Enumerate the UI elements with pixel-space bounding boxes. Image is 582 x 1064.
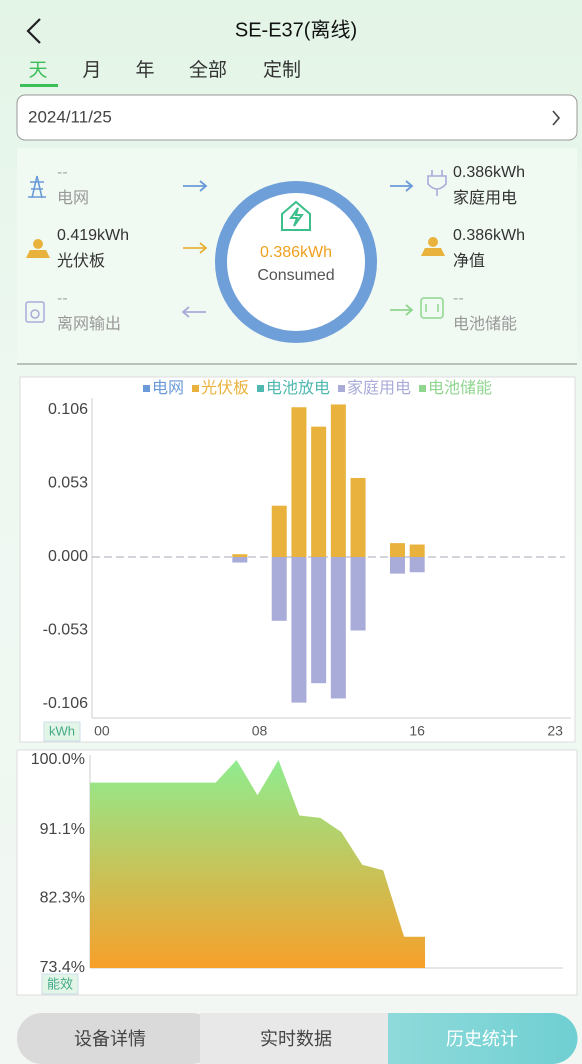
bar xyxy=(271,505,287,557)
net-icon xyxy=(421,237,445,256)
offgrid-icon xyxy=(25,301,45,323)
tab[interactable]: 天 xyxy=(28,60,47,81)
flow-label: 净值 xyxy=(453,252,485,270)
legend-swatch xyxy=(143,385,150,392)
bottom-tab[interactable]: 实时数据 xyxy=(260,1029,332,1049)
y-tick-label: 0.053 xyxy=(48,475,88,492)
area xyxy=(90,760,426,968)
tab-bg xyxy=(200,1013,400,1064)
bottom-tab[interactable]: 设备详情 xyxy=(74,1029,146,1049)
arrow xyxy=(390,180,414,192)
x-tick-label: 16 xyxy=(409,723,425,739)
bar xyxy=(389,557,405,574)
bar xyxy=(389,543,405,557)
y-unit: 能效 xyxy=(47,976,73,991)
flow-value: 0.386kWh xyxy=(453,164,525,181)
bar xyxy=(311,557,327,684)
arrow xyxy=(390,304,414,316)
bar xyxy=(232,554,248,557)
chevron xyxy=(552,110,561,126)
house-icon xyxy=(281,200,311,231)
flow-label: 家庭用电 xyxy=(453,189,517,207)
solar-icon xyxy=(26,239,50,258)
flow-value: -- xyxy=(453,290,464,307)
y-tick-label: 0.000 xyxy=(48,548,88,565)
date-picker[interactable] xyxy=(16,94,578,141)
y-tick-label: -0.106 xyxy=(43,695,88,712)
tab[interactable]: 月 xyxy=(82,60,101,81)
flow-value: -- xyxy=(57,164,68,181)
x-tick-label: 08 xyxy=(252,723,268,739)
legend-label: 光伏板 xyxy=(201,379,249,397)
bar xyxy=(350,477,366,557)
bottom-tab[interactable]: 历史统计 xyxy=(446,1029,518,1049)
tab[interactable]: 年 xyxy=(135,59,154,81)
bar xyxy=(409,544,425,557)
legend-swatch xyxy=(257,385,264,392)
legend-swatch xyxy=(338,385,345,392)
y-tick-label: 91.1% xyxy=(40,821,85,838)
legend-label: 电池储能 xyxy=(428,379,492,397)
unit-box xyxy=(43,721,81,742)
x-tick-label: 23 xyxy=(547,723,563,739)
bar xyxy=(350,557,366,631)
center-ring xyxy=(215,181,377,343)
legend-label: 家庭用电 xyxy=(347,379,411,397)
flow-label: 光伏板 xyxy=(57,252,105,270)
tab-bg xyxy=(17,1013,217,1064)
y-tick-label: 100.0% xyxy=(31,751,85,768)
legend-label: 电池放电 xyxy=(266,379,330,397)
back-button[interactable] xyxy=(26,18,41,44)
y-tick-label: 0.106 xyxy=(48,401,88,418)
bar xyxy=(291,557,307,703)
unit-box xyxy=(41,973,79,995)
legend-swatch xyxy=(419,385,426,392)
flow-label: 电池储能 xyxy=(453,315,517,333)
y-tick-label: -0.053 xyxy=(43,622,88,639)
legend-swatch xyxy=(192,385,199,392)
title: SE-E37(离线) xyxy=(235,18,357,41)
battery-icon xyxy=(420,297,444,319)
flow-value: 0.386kWh xyxy=(453,227,525,244)
bar xyxy=(271,557,287,621)
flow-value: 0.419kWh xyxy=(57,227,129,244)
flow-value: -- xyxy=(57,290,68,307)
bar xyxy=(311,426,327,557)
grid-icon xyxy=(28,175,46,199)
tab-bg-active xyxy=(388,1013,578,1064)
arrow xyxy=(183,242,208,254)
arrow xyxy=(183,180,208,192)
date: 2024/11/25 xyxy=(28,107,112,126)
y-tick-label: 82.3% xyxy=(40,890,85,907)
y-unit: kWh xyxy=(49,723,75,738)
bar xyxy=(330,557,346,699)
center-value: 0.386kWh xyxy=(260,244,332,261)
flow-label: 电网 xyxy=(57,189,89,207)
tab[interactable]: 定制 xyxy=(263,59,301,81)
x-tick-label: 00 xyxy=(94,723,110,739)
tab[interactable]: 全部 xyxy=(189,59,227,81)
plug-icon xyxy=(427,170,447,196)
arrow xyxy=(181,306,206,318)
bar xyxy=(330,404,346,557)
flow-label: 离网输出 xyxy=(57,315,121,333)
y-tick-label: 73.4% xyxy=(40,959,85,976)
center-label: Consumed xyxy=(257,267,334,284)
tab-underline xyxy=(20,84,58,87)
legend-label: 电网 xyxy=(152,379,184,397)
bar xyxy=(232,557,248,563)
bar xyxy=(409,557,425,573)
bar xyxy=(291,407,307,557)
